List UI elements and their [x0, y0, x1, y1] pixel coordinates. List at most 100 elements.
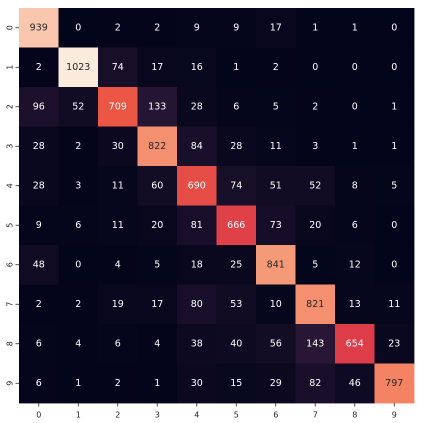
cell-value-r0-c0: 939 [30, 22, 48, 33]
cell-value-r5-c6: 73 [270, 220, 282, 231]
cell-value-r5-c2: 11 [112, 220, 124, 231]
heatmap-cell-r9-c2 [98, 363, 138, 404]
cell-value-r7-c7: 821 [306, 299, 324, 310]
heatmap-cell-r2-c8 [335, 87, 375, 127]
cell-value-r5-c0: 9 [36, 220, 42, 231]
heatmap-cell-r9-c7 [295, 363, 336, 404]
heatmap-cell-r7-c3 [137, 284, 178, 325]
cell-value-r9-c3: 1 [154, 378, 160, 389]
cell-value-r6-c6: 841 [267, 259, 285, 270]
y-tick-label-8: 8 [6, 341, 15, 346]
cell-value-r0-c2: 2 [115, 22, 121, 33]
heatmap-cell-r6-c2 [98, 245, 138, 285]
cell-value-r2-c3: 133 [148, 101, 166, 112]
heatmap-cell-r3-c6 [256, 126, 296, 167]
cell-value-r9-c6: 29 [270, 378, 282, 389]
x-tick-label-9: 9 [392, 411, 397, 420]
cell-value-r1-c2: 74 [112, 62, 124, 73]
heatmap-cell-r4-c0 [19, 166, 59, 206]
cell-value-r7-c2: 19 [112, 299, 124, 310]
heatmap-cell-r5-c0 [19, 205, 59, 246]
heatmap-cell-r2-c2 [98, 87, 138, 127]
heatmap-cell-r8-c1 [58, 324, 99, 364]
cell-value-r7-c0: 2 [36, 299, 42, 310]
cell-value-r2-c7: 2 [312, 101, 318, 112]
cell-value-r1-c0: 2 [36, 62, 42, 73]
cell-value-r4-c9: 5 [391, 180, 397, 191]
cell-value-r8-c4: 38 [191, 338, 203, 349]
heatmap-cell-r9-c5 [216, 363, 257, 404]
heatmap-cell-r0-c7 [295, 8, 336, 48]
heatmap-cell-r5-c3 [137, 205, 178, 246]
heatmap-cell-r9-c4 [177, 363, 217, 404]
cell-value-r3-c7: 3 [312, 141, 318, 152]
cell-value-r1-c9: 0 [391, 62, 397, 73]
heatmap-cell-r9-c1 [58, 363, 99, 404]
heatmap-cell-r1-c8 [335, 47, 375, 88]
heatmap-cell-r1-c6 [256, 47, 296, 88]
heatmap-cell-r8-c9 [374, 324, 415, 364]
heatmap-cell-r4-c8 [335, 166, 375, 206]
heatmap-cell-r1-c9 [374, 47, 415, 88]
heatmap-cell-r6-c0 [19, 245, 59, 285]
cell-value-r1-c5: 1 [233, 62, 239, 73]
heatmap-cell-r5-c2 [98, 205, 138, 246]
heatmap-cell-r8-c6 [256, 324, 296, 364]
cell-value-r3-c4: 84 [191, 141, 203, 152]
y-tick-label-7: 7 [6, 302, 15, 307]
cell-value-r2-c6: 5 [273, 101, 279, 112]
heatmap-cell-r0-c8 [335, 8, 375, 48]
cell-value-r6-c9: 0 [391, 259, 397, 270]
cell-value-r0-c1: 0 [75, 22, 81, 33]
heatmap-cell-r9-c6 [256, 363, 296, 404]
cell-value-r3-c6: 11 [270, 141, 282, 152]
heatmap-cell-r2-c0 [19, 87, 59, 127]
cell-value-r8-c6: 56 [270, 338, 282, 349]
cell-value-r1-c1: 1023 [66, 62, 90, 73]
heatmap-cell-r4-c4 [177, 166, 217, 206]
cell-value-r4-c4: 690 [188, 180, 206, 191]
cell-value-r0-c8: 1 [352, 22, 358, 33]
cell-value-r4-c8: 8 [352, 180, 358, 191]
cell-value-r3-c3: 822 [148, 141, 166, 152]
cell-value-r5-c5: 666 [227, 220, 245, 231]
heatmap-cell-r8-c0 [19, 324, 59, 364]
heatmap-cell-r3-c1 [58, 126, 99, 167]
cell-value-r8-c3: 4 [154, 338, 160, 349]
heatmap-cell-r2-c4 [177, 87, 217, 127]
heatmap-cell-r9-c8 [335, 363, 375, 404]
cell-value-r2-c0: 96 [33, 101, 45, 112]
heatmap-cell-r7-c8 [335, 284, 375, 325]
heatmap-cell-r1-c2 [98, 47, 138, 88]
cell-value-r6-c4: 18 [191, 259, 203, 270]
heatmap-cell-r0-c3 [137, 8, 178, 48]
cell-value-r9-c8: 46 [349, 378, 361, 389]
heatmap-cell-r4-c6 [256, 166, 296, 206]
heatmap-cell-r0-c1 [58, 8, 99, 48]
heatmap-cell-r1-c0 [19, 47, 59, 88]
cell-value-r1-c7: 0 [312, 62, 318, 73]
heatmap-cell-r0-c0 [19, 8, 59, 48]
y-axis-ticks: 0 1 2 3 4 5 6 7 8 9 [6, 25, 19, 386]
cell-value-r6-c2: 4 [115, 259, 121, 270]
heatmap-cell-r4-c5 [216, 166, 257, 206]
cell-value-r4-c1: 3 [75, 180, 81, 191]
cell-value-r2-c2: 709 [109, 101, 127, 112]
heatmap-cell-r9-c3 [137, 363, 178, 404]
cell-value-r0-c7: 1 [312, 22, 318, 33]
y-tick-label-9: 9 [6, 381, 15, 386]
cell-value-r9-c2: 2 [115, 378, 121, 389]
heatmap-cell-r7-c7 [295, 284, 336, 325]
cell-value-r8-c0: 6 [36, 338, 42, 349]
heatmap-cell-r6-c3 [137, 245, 178, 285]
cell-value-r3-c9: 1 [391, 141, 397, 152]
cell-value-r4-c0: 28 [33, 180, 45, 191]
cell-value-r3-c1: 2 [75, 141, 81, 152]
heatmap-cell-r1-c5 [216, 47, 257, 88]
heatmap-cell-r6-c7 [295, 245, 336, 285]
heatmap-cell-r1-c3 [137, 47, 178, 88]
cell-value-r8-c7: 143 [306, 338, 324, 349]
heatmap-cell-r3-c7 [295, 126, 336, 167]
cell-value-r0-c9: 0 [391, 22, 397, 33]
x-tick-label-2: 2 [115, 411, 120, 420]
